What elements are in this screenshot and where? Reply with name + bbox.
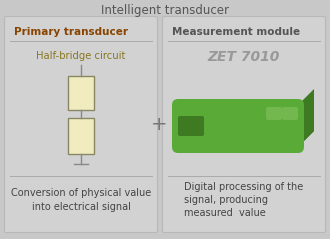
Text: +: +: [151, 115, 167, 135]
Text: Conversion of physical value
into electrical signal: Conversion of physical value into electr…: [11, 188, 151, 212]
FancyBboxPatch shape: [172, 99, 304, 153]
FancyBboxPatch shape: [5, 16, 157, 233]
Polygon shape: [178, 131, 314, 147]
Text: Primary transducer: Primary transducer: [14, 27, 128, 37]
Text: Half-bridge circuit: Half-bridge circuit: [36, 51, 126, 61]
Polygon shape: [298, 89, 314, 147]
FancyBboxPatch shape: [266, 107, 282, 120]
FancyBboxPatch shape: [162, 16, 325, 233]
FancyBboxPatch shape: [282, 107, 298, 120]
Text: Intelligent transducer: Intelligent transducer: [101, 4, 229, 16]
Text: Digital processing of the
signal, producing
measured  value: Digital processing of the signal, produc…: [184, 182, 304, 218]
FancyBboxPatch shape: [178, 116, 204, 136]
Bar: [68, 76, 94, 110]
Text: Measurement module: Measurement module: [172, 27, 300, 37]
Text: ZET 7010: ZET 7010: [208, 50, 280, 64]
Bar: [68, 118, 94, 154]
